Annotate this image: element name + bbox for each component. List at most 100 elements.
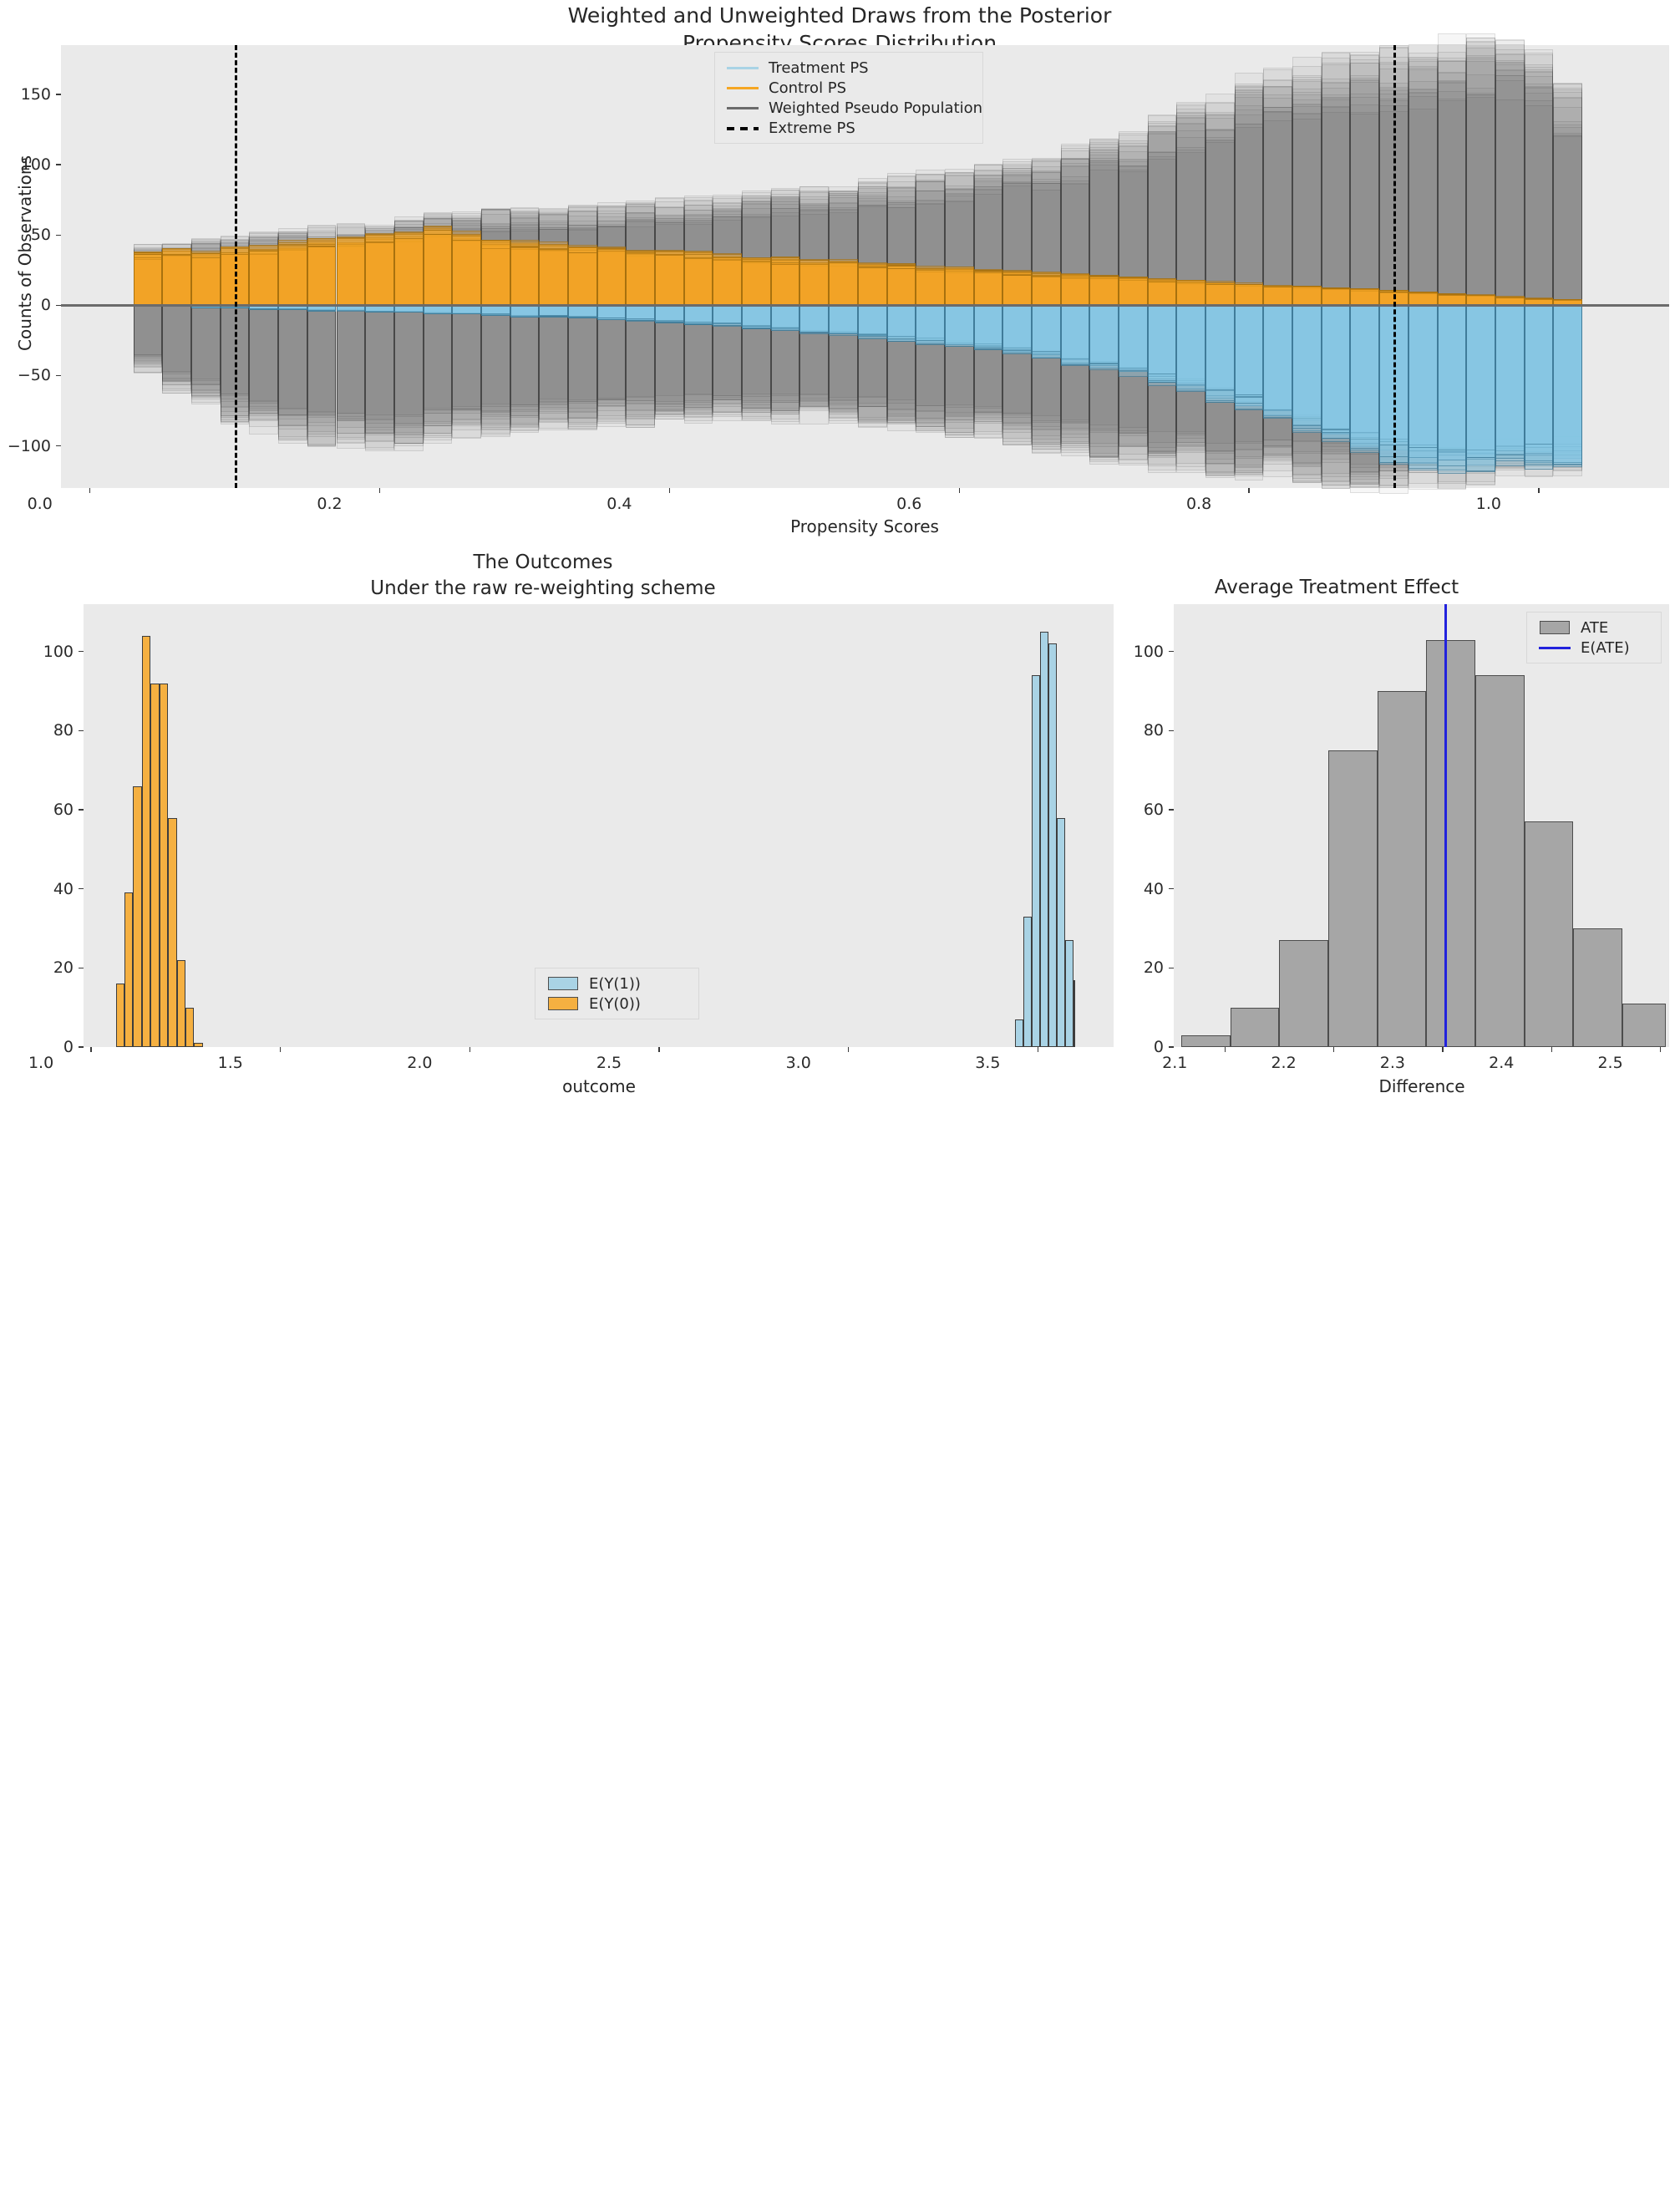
control-ps-bar <box>742 260 771 306</box>
treatment-ps-bar <box>1176 305 1206 392</box>
control-ps-bar <box>1147 277 1177 306</box>
ate-bar <box>1328 750 1378 1047</box>
weighted-pseudo-bar-up <box>1263 85 1293 306</box>
extreme-ps-vline <box>1393 45 1397 488</box>
treatment-ps-bar <box>480 305 510 315</box>
treatment-ps-bar <box>510 305 540 318</box>
weighted-pseudo-bar-down <box>799 305 830 409</box>
weighted-pseudo-bar-up <box>1118 133 1148 306</box>
weighted-pseudo-bar-up <box>1466 92 1495 306</box>
control-ps-bar <box>1118 277 1148 306</box>
weighted-pseudo-bar-up <box>770 187 800 306</box>
weighted-pseudo-bar-up <box>799 186 830 306</box>
treatment-ps-bar <box>1524 305 1554 445</box>
weighted-pseudo-bar-down <box>133 305 163 358</box>
y-tick-label: 60 <box>1143 801 1164 820</box>
weighted-pseudo-bar-down <box>278 305 307 426</box>
weighted-pseudo-bar-up <box>1292 66 1322 306</box>
weighted-pseudo-bar-down <box>713 305 743 400</box>
legend-key-icon <box>1535 618 1574 638</box>
ate-bar <box>1181 1034 1231 1047</box>
treatment-ps-bar <box>944 305 974 348</box>
weighted-pseudo-bar-up <box>1350 54 1380 306</box>
y-tick-label: 40 <box>1143 879 1164 898</box>
weighted-pseudo-bar-up <box>1292 77 1322 306</box>
weighted-pseudo-bar-down <box>770 305 800 403</box>
control-ps-bar <box>1292 285 1322 306</box>
weighted-pseudo-bar-down <box>683 305 713 401</box>
ate-bar <box>1622 1003 1667 1047</box>
x-tick-label: 0.4 <box>607 495 632 513</box>
y-tick-label: 20 <box>53 958 74 978</box>
weighted-pseudo-bar-up <box>1466 61 1495 306</box>
weighted-pseudo-bar-up <box>249 245 279 306</box>
weighted-pseudo-bar-down <box>539 305 568 424</box>
weighted-pseudo-bar-down <box>1263 305 1293 446</box>
weighted-pseudo-bar-down <box>162 305 192 394</box>
x-tick-label: 2.2 <box>1271 1054 1297 1072</box>
y-tick-label: 0 <box>1153 1038 1164 1056</box>
weighted-pseudo-bar-up <box>1466 88 1495 306</box>
weighted-pseudo-bar-down <box>510 305 540 429</box>
weighted-pseudo-bar-down <box>191 305 221 397</box>
control-ps-bar <box>596 247 627 306</box>
x-tick-label: 1.0 <box>1475 495 1502 513</box>
weighted-pseudo-bar-down <box>1234 305 1264 445</box>
weighted-pseudo-bar-down <box>916 305 945 434</box>
legend-key-icon <box>544 973 582 994</box>
x-tick-mark <box>1538 488 1540 493</box>
weighted-pseudo-bar-down <box>857 305 887 407</box>
outcome-bar <box>176 959 185 1047</box>
control-ps-bar <box>133 254 163 306</box>
weighted-pseudo-bar-up <box>1205 118 1235 306</box>
outcome-bar <box>168 817 177 1047</box>
weighted-pseudo-bar-down <box>480 305 510 437</box>
y-tick-mark <box>56 304 61 306</box>
weighted-pseudo-bar-down <box>1466 305 1495 442</box>
control-ps-bar <box>1002 274 1032 306</box>
weighted-pseudo-bar-down <box>626 305 656 428</box>
weighted-pseudo-bar-up <box>393 226 424 306</box>
weighted-pseudo-bar-up <box>1292 113 1322 306</box>
y-tick-label: −100 <box>7 436 51 455</box>
weighted-pseudo-bar-up <box>799 191 830 306</box>
weighted-pseudo-bar-up <box>1495 39 1525 306</box>
weighted-pseudo-bar-down <box>1205 305 1235 454</box>
control-ps-bar <box>626 252 656 306</box>
outcome-bar <box>1057 817 1065 1047</box>
weighted-pseudo-bar-up <box>1437 44 1467 306</box>
x-tick-mark <box>1551 1047 1552 1052</box>
weighted-pseudo-bar-up <box>1437 82 1467 306</box>
weighted-pseudo-bar-down <box>626 305 656 416</box>
weighted-pseudo-bar-up <box>886 175 916 306</box>
treatment-ps-bar <box>596 305 627 318</box>
weighted-pseudo-bar-down <box>742 305 771 417</box>
weighted-pseudo-bar-up <box>1466 37 1495 306</box>
weighted-pseudo-bar-up <box>1147 132 1177 306</box>
weighted-pseudo-bar-down <box>944 305 974 424</box>
legend-label: Treatment PS <box>769 58 869 77</box>
weighted-pseudo-bar-up <box>1437 83 1467 306</box>
weighted-pseudo-bar-up <box>1408 91 1438 306</box>
y-tick-mark <box>79 1046 84 1048</box>
weighted-pseudo-bar-down <box>510 305 540 418</box>
weighted-pseudo-bar-up <box>1292 113 1322 306</box>
weighted-pseudo-bar-down <box>423 305 453 427</box>
weighted-pseudo-bar-down <box>596 305 627 404</box>
weighted-pseudo-bar-up <box>973 178 1003 306</box>
weighted-pseudo-bar-down <box>452 305 481 410</box>
weighted-pseudo-bar-up <box>1031 165 1061 306</box>
weighted-pseudo-bar-up <box>829 193 858 306</box>
weighted-pseudo-bar-up <box>596 223 627 306</box>
weighted-pseudo-bar-down <box>626 305 656 425</box>
weighted-pseudo-bar-up <box>1379 98 1408 306</box>
treatment-ps-bar <box>1147 305 1177 374</box>
x-tick-mark <box>668 488 671 493</box>
control-ps-bar <box>452 240 481 306</box>
control-ps-bar <box>1263 286 1293 306</box>
treatment-ps-bar <box>1089 305 1119 363</box>
legend-key-icon <box>723 78 762 98</box>
weighted-pseudo-bar-down <box>133 305 163 358</box>
weighted-pseudo-bar-down <box>1118 305 1148 464</box>
y-tick-label: 0 <box>40 296 51 315</box>
